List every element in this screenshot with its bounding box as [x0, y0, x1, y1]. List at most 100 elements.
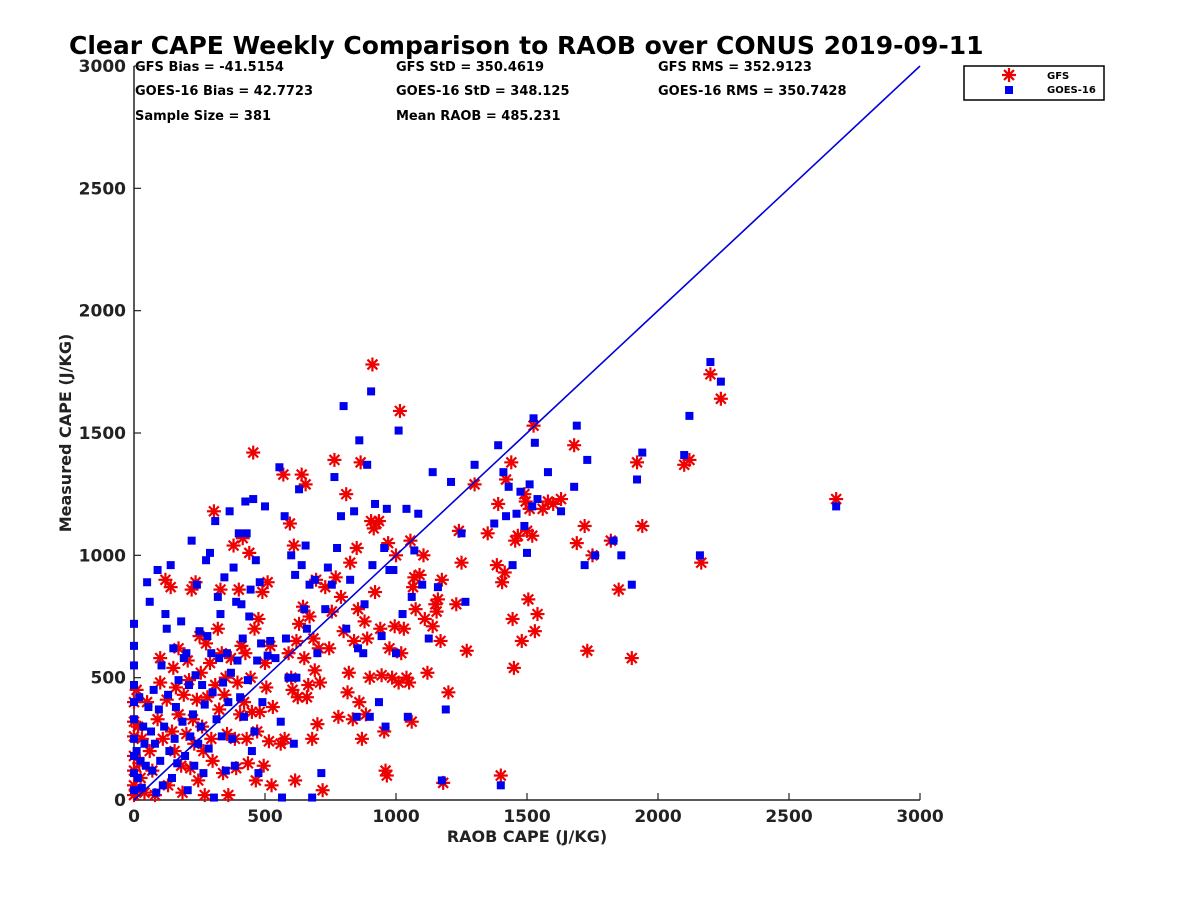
gfs-point [221, 788, 236, 803]
goes16-point [529, 414, 538, 423]
goes16-point [287, 551, 296, 560]
goes16-point [130, 769, 138, 778]
gfs-point [240, 756, 255, 771]
gfs-point [433, 633, 448, 648]
goes16-point [336, 512, 345, 521]
goes16-point [374, 698, 383, 707]
goes16-point [437, 776, 446, 785]
gfs-point [341, 665, 356, 680]
goes16-point [192, 580, 201, 589]
goes16-point [204, 744, 213, 753]
gfs-point [286, 538, 301, 553]
gfs-point [202, 655, 217, 670]
gfs-point [230, 675, 245, 690]
gfs-point [429, 604, 444, 619]
gfs-point [281, 646, 296, 661]
goes16-point [271, 654, 280, 663]
goes16-point [195, 627, 204, 636]
gfs-point [535, 501, 550, 516]
goes16-point [209, 793, 218, 802]
gfs-bias-stat: GFS Bias = -41.5154 [135, 60, 284, 75]
gfs-point [158, 572, 173, 587]
goes16-bias-stat: GOES-16 Bias = 42.7723 [135, 84, 313, 99]
goes16-point [161, 610, 170, 619]
goes16-point [308, 793, 317, 802]
goes16-point [188, 710, 197, 719]
goes16-point [638, 448, 647, 457]
goes16-point [360, 600, 369, 609]
goes16-point [313, 649, 322, 658]
goes16-point [173, 759, 182, 768]
goes16-point [198, 681, 207, 690]
gfs-point [374, 668, 389, 683]
goes16-point [253, 656, 262, 665]
goes16-point [132, 747, 141, 756]
goes16-point [414, 509, 423, 518]
goes16-point [170, 734, 179, 743]
goes16-series [130, 358, 841, 802]
goes16-point [275, 463, 284, 472]
goes16-point [147, 727, 156, 736]
goes16-point [196, 722, 205, 731]
gfs-point [527, 624, 542, 639]
goes16-point [191, 671, 200, 680]
gfs-point [505, 611, 520, 626]
goes16-point [181, 751, 190, 760]
goes16-point [570, 482, 579, 491]
goes16-point [433, 583, 442, 592]
chart-title: Clear CAPE Weekly Comparison to RAOB ove… [69, 31, 984, 60]
gfs-point [635, 518, 650, 533]
goes16-point [305, 580, 314, 589]
gfs-point [189, 692, 204, 707]
gfs-point [362, 670, 377, 685]
goes16-point [219, 678, 228, 687]
gfs-point [282, 516, 297, 531]
goes16-point [461, 597, 470, 606]
gfs-point [420, 665, 435, 680]
gfs-point [360, 631, 375, 646]
legend-gfs-label: GFS [1047, 71, 1069, 82]
goes16-point [580, 561, 589, 570]
gfs-point [567, 438, 582, 453]
goes16-point [226, 668, 235, 677]
gfs-point [396, 621, 411, 636]
goes16-point [418, 580, 427, 589]
goes16-point [407, 592, 416, 601]
goes16-point [342, 624, 351, 633]
goes16-point [276, 717, 285, 726]
gfs-point [155, 731, 170, 746]
goes16-point [447, 477, 456, 486]
gfs-point [402, 675, 417, 690]
goes16-point [381, 722, 390, 731]
legend-gfs-asterisk-icon [1002, 68, 1016, 82]
gfs-point [212, 702, 227, 717]
gfs-point [331, 709, 346, 724]
goes16-point [543, 468, 552, 477]
goes16-point [216, 610, 225, 619]
goes16-point [257, 639, 266, 648]
gfs-point [315, 783, 330, 798]
goes16-point [716, 377, 725, 386]
gfs-point [231, 582, 246, 597]
gfs-point [624, 651, 639, 666]
goes16-point [130, 751, 138, 760]
one-to-one-line [133, 65, 921, 801]
goes16-point [154, 705, 163, 714]
goes16-point [254, 769, 263, 778]
gfs-point [197, 788, 212, 803]
goes16-point [166, 561, 175, 570]
goes16-point [238, 634, 247, 643]
goes16-point [199, 769, 208, 778]
x-tick-label: 0 [128, 807, 140, 827]
gfs-point [392, 403, 407, 418]
goes16-point [502, 512, 511, 521]
gfs-point [163, 580, 178, 595]
gfs-point [349, 540, 364, 555]
goes16-point [167, 773, 176, 782]
gfs-point [493, 768, 508, 783]
gfs-point [299, 690, 314, 705]
goes16-point [533, 495, 542, 504]
gfs-point [497, 565, 512, 580]
goes16-point [242, 529, 251, 538]
gfs-point [611, 582, 626, 597]
